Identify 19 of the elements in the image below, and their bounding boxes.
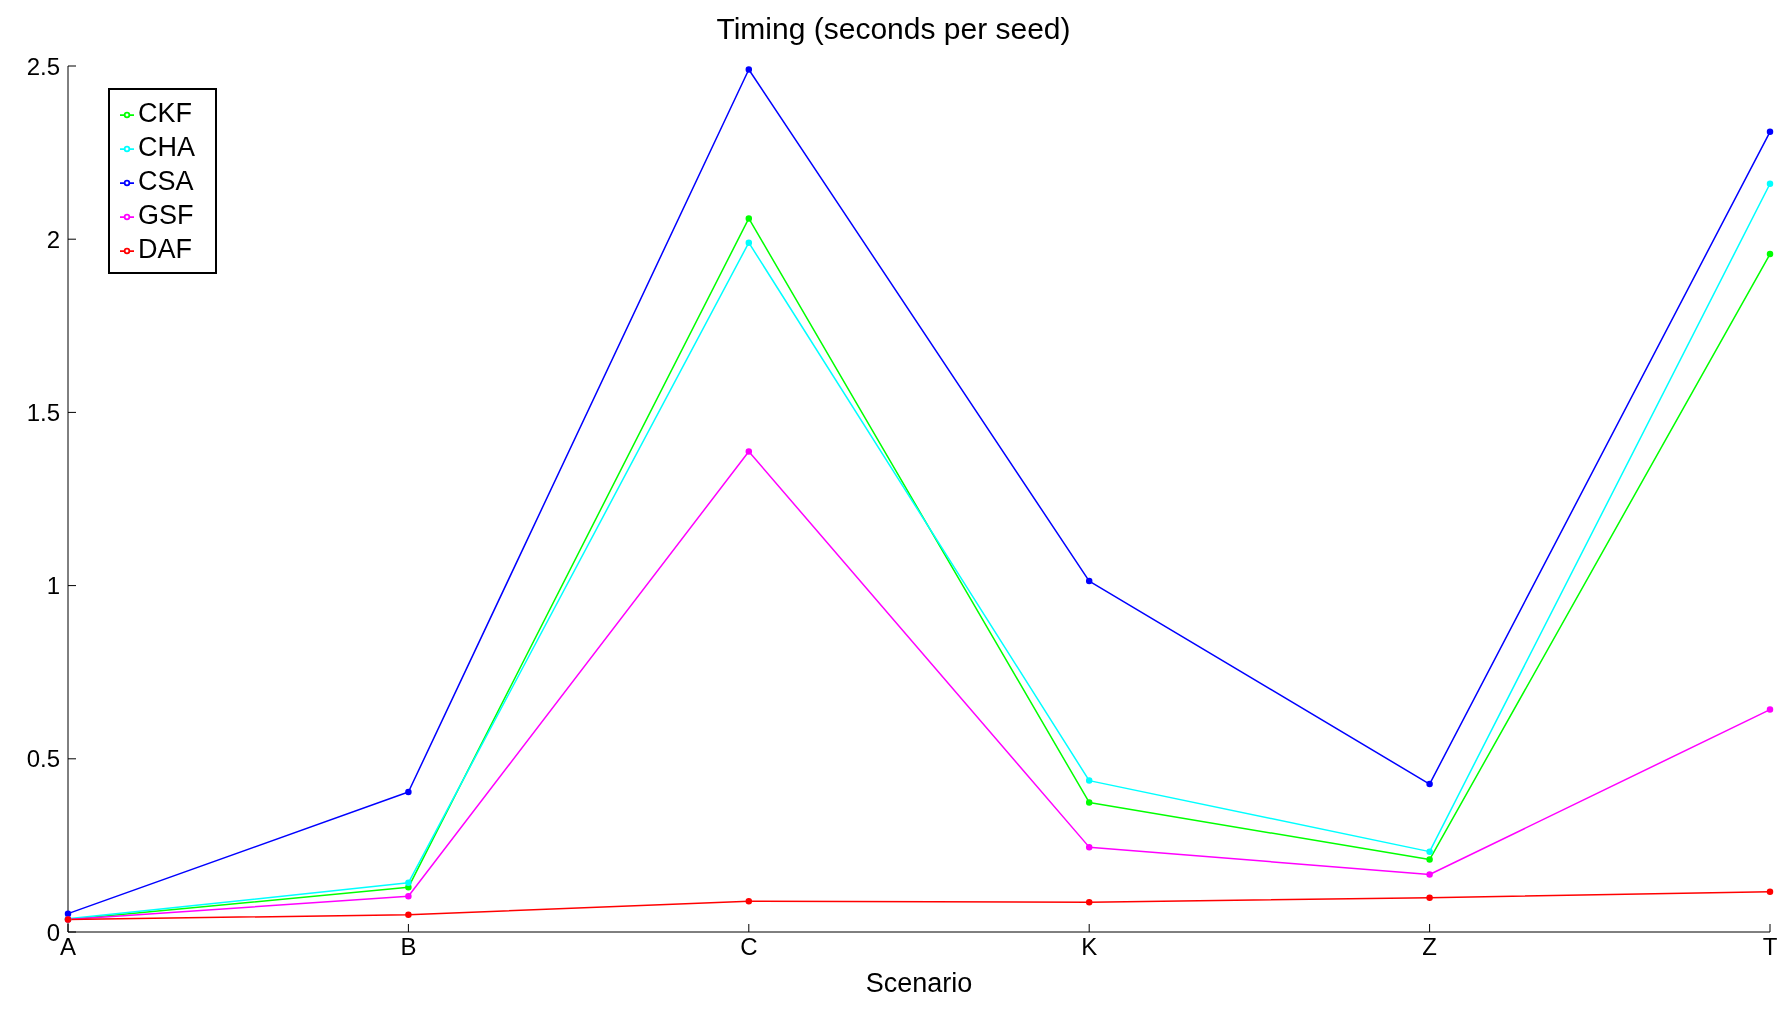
x-tick-label: A <box>59 933 77 961</box>
y-tick-label: 2 <box>46 225 60 253</box>
legend-label: CSA <box>138 166 194 196</box>
x-tick-label: T <box>1762 933 1778 961</box>
y-tick-label: 0.5 <box>26 745 60 773</box>
legend-label: CHA <box>138 132 196 162</box>
legend-label: GSF <box>138 200 194 230</box>
y-tick-label: 1 <box>46 572 60 600</box>
legend-label: DAF <box>138 234 192 264</box>
y-tick-label: 2.5 <box>26 52 60 80</box>
y-tick-label: 1.5 <box>26 398 60 426</box>
x-tick-label: K <box>1081 933 1098 961</box>
x-tick-label: C <box>740 933 758 961</box>
x-axis-title: Scenario <box>865 968 973 998</box>
x-tick-label: Z <box>1422 933 1437 961</box>
legend-label: CKF <box>138 98 192 128</box>
x-tick-label: B <box>400 933 417 961</box>
chart-title: Timing (seconds per seed) <box>715 12 1072 46</box>
y-tick-label: 0 <box>46 918 60 946</box>
